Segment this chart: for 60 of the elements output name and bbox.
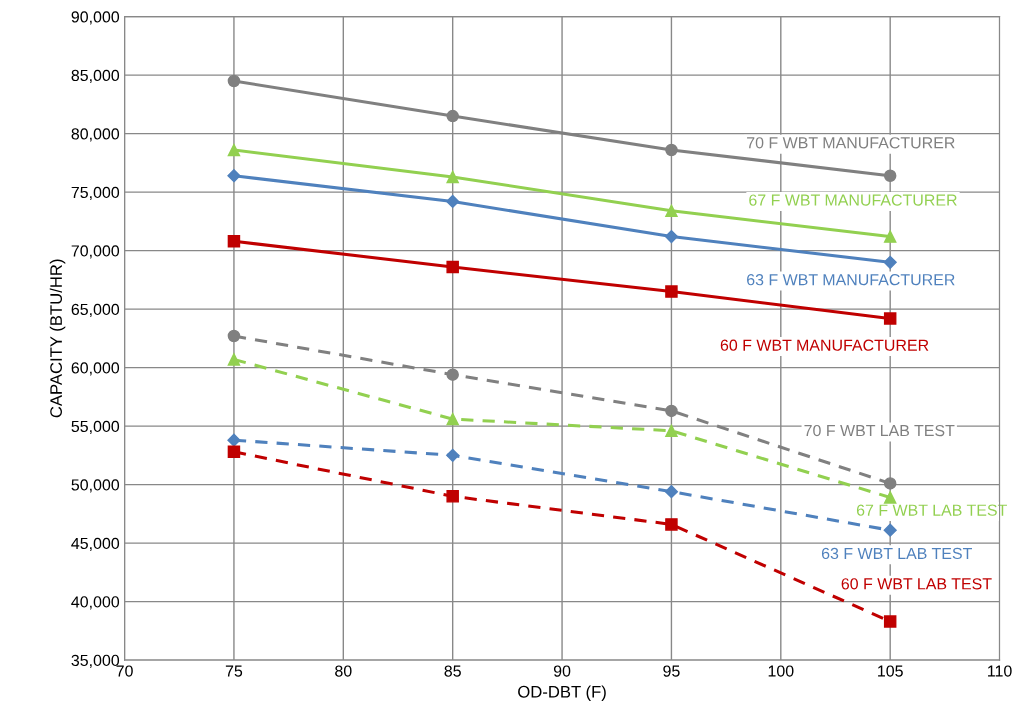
point [665, 204, 678, 218]
x-tick-label: 100 [768, 665, 794, 677]
x-axis-title: OD-DBT (F) [518, 685, 606, 701]
series-label: 70 F WBT LAB TEST [804, 424, 955, 437]
y-tick-label: 65,000 [71, 303, 120, 317]
x-tick-label: 80 [335, 665, 352, 677]
y-tick-label: 70,000 [71, 245, 120, 259]
point [883, 230, 897, 243]
y-tick-label: 50,000 [71, 479, 120, 493]
point [446, 194, 460, 209]
point [665, 518, 678, 531]
point [446, 109, 459, 123]
point [227, 329, 241, 343]
series-label: 63 F WBT LAB TEST [821, 547, 972, 560]
x-tick-label: 105 [878, 665, 903, 677]
point [665, 285, 678, 298]
point [446, 170, 459, 184]
y-tick-label: 75,000 [71, 186, 120, 200]
y-tick-label: 90,000 [71, 11, 120, 25]
point [227, 235, 241, 248]
point [883, 169, 897, 182]
point [446, 260, 459, 274]
point [883, 477, 897, 490]
point [227, 445, 241, 459]
y-tick-label: 40,000 [71, 596, 120, 610]
point [883, 255, 897, 269]
point [227, 169, 241, 183]
point [227, 143, 241, 157]
point [227, 353, 241, 366]
x-tick-label: 95 [663, 665, 680, 677]
point [446, 368, 459, 381]
point [665, 143, 678, 157]
series-label: 70 F WBT MANUFACTURER [747, 137, 955, 149]
x-tick-label: 90 [553, 665, 571, 677]
y-axis-title: CAPACITY (BTU/HR) [49, 259, 66, 418]
y-tick-label: 85,000 [71, 69, 120, 83]
y-tick-label: 80,000 [71, 128, 120, 142]
series-label: 63 F WBT MANUFACTURER [747, 274, 955, 286]
y-tick-label: 45,000 [71, 537, 120, 551]
point [227, 433, 241, 447]
point [227, 74, 241, 88]
x-tick-label: 85 [444, 665, 461, 677]
point [446, 412, 459, 426]
text: 60 F WBT MANUFACTURER [720, 339, 929, 351]
point [665, 404, 678, 418]
point [883, 312, 897, 325]
point [883, 615, 897, 628]
point [883, 491, 897, 504]
x-tick-label: 75 [225, 665, 243, 677]
y-tick-label: 60,000 [71, 362, 120, 376]
y-tick-label: 55,000 [71, 420, 120, 434]
point [883, 523, 897, 537]
point [664, 229, 679, 244]
point [446, 448, 460, 462]
point [665, 424, 678, 438]
x-tick-label: 110 [988, 665, 1012, 677]
point [446, 490, 459, 503]
series-label: 67 F WBT MANUFACTURER [749, 194, 957, 206]
series-label: 60 F WBT LAB TEST [841, 578, 992, 590]
point [664, 485, 679, 499]
